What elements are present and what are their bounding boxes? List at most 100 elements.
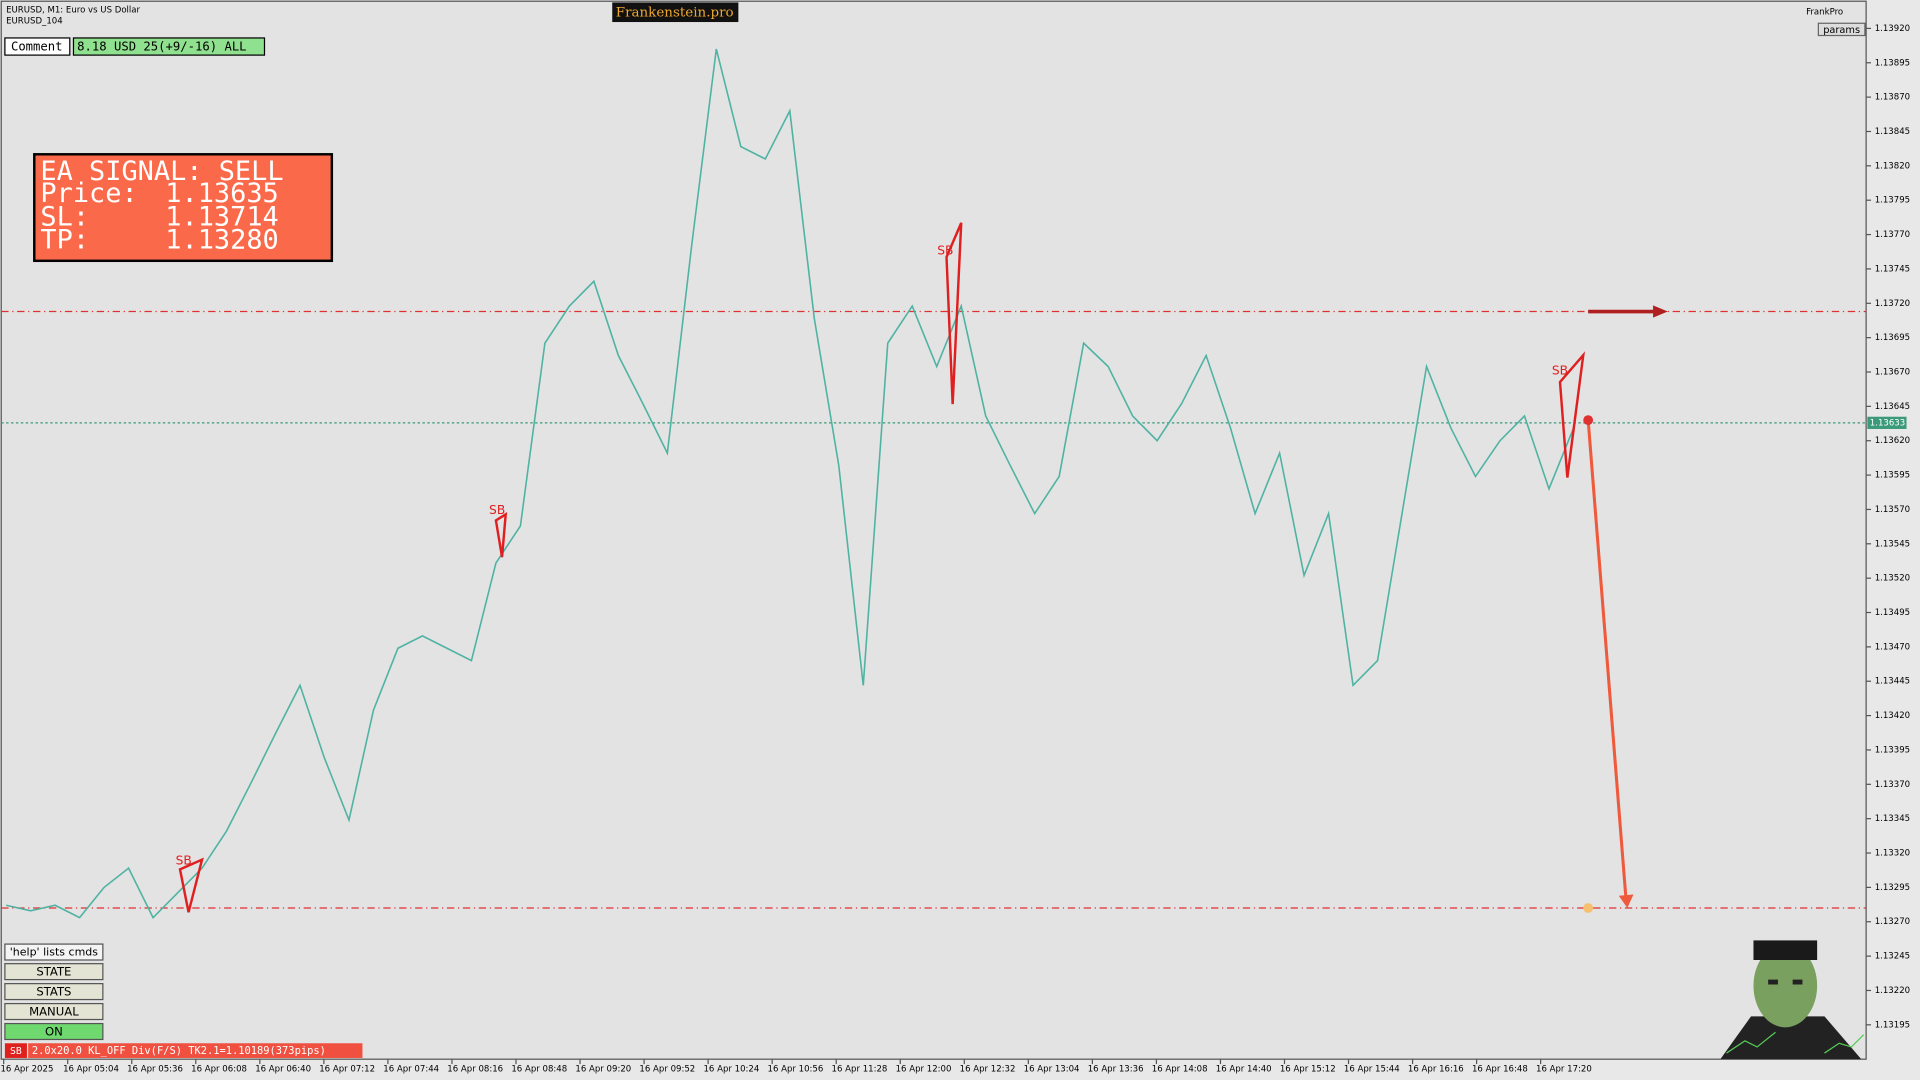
x-tick-label: 16 Apr 12:00 <box>896 1064 952 1074</box>
x-tick-label: 16 Apr 14:08 <box>1152 1064 1208 1074</box>
y-tick-label: 1.13245 <box>1875 952 1910 962</box>
tp-arrow-head <box>1618 894 1634 909</box>
tp-dot <box>1583 903 1594 913</box>
status-tag: SB <box>10 1046 22 1057</box>
x-tick-label: 16 Apr 07:44 <box>383 1064 439 1074</box>
y-tick-label: 1.13695 <box>1875 333 1910 343</box>
signal-sl: 1.13714 <box>165 201 278 232</box>
params-label[interactable]: params <box>1823 25 1860 36</box>
y-tick-label: 1.13420 <box>1875 711 1910 721</box>
button-label[interactable]: STATS <box>36 985 71 999</box>
y-tick-label: 1.13345 <box>1875 814 1910 824</box>
x-tick-label: 16 Apr 10:24 <box>703 1064 759 1074</box>
y-tick-label: 1.13220 <box>1875 986 1910 996</box>
y-tick-label: 1.13845 <box>1875 127 1910 137</box>
profile: FrankPro <box>1806 8 1843 18</box>
x-tick-label: 16 Apr 13:04 <box>1024 1064 1080 1074</box>
x-tick-label: 16 Apr 10:56 <box>768 1064 824 1074</box>
x-tick-label: 16 Apr 07:12 <box>319 1064 375 1074</box>
comment-box <box>4 37 71 56</box>
y-tick-label: 1.13920 <box>1875 24 1910 34</box>
portrait-eye <box>1768 979 1778 985</box>
y-tick-label: 1.13520 <box>1875 574 1910 584</box>
sb-shape <box>178 222 1586 913</box>
y-tick-label: 1.13295 <box>1875 883 1910 893</box>
button-label[interactable]: MANUAL <box>29 1005 79 1019</box>
tp-arrow <box>1586 419 1628 901</box>
x-tick-label: 16 Apr 13:36 <box>1088 1064 1144 1074</box>
portrait-deco <box>1824 1034 1865 1054</box>
portrait <box>1720 940 1865 1060</box>
button-label[interactable]: STATE <box>36 965 71 979</box>
x-tick-label: 16 Apr 08:16 <box>447 1064 503 1074</box>
y-tick-label: 1.13570 <box>1875 505 1910 515</box>
portrait-eye <box>1792 979 1803 985</box>
y-tick-label: 1.13670 <box>1875 368 1910 378</box>
y-tick-label: 1.13445 <box>1875 677 1910 687</box>
y-tick-label: 1.13820 <box>1875 161 1910 171</box>
x-tick-label: 16 Apr 08:48 <box>511 1064 567 1074</box>
bid-label-box <box>1867 416 1907 429</box>
x-tick-label: 16 Apr 09:20 <box>575 1064 631 1074</box>
y-tick-label: 1.13645 <box>1875 402 1910 412</box>
y-tick-label: 1.13470 <box>1875 642 1910 652</box>
y-tick-label: 1.13770 <box>1875 230 1910 240</box>
brand: Frankenstein.pro <box>616 5 734 20</box>
y-tick-label: 1.13895 <box>1875 58 1910 68</box>
x-tick-label: 16 Apr 12:32 <box>960 1064 1016 1074</box>
portrait-coat <box>1720 1016 1862 1060</box>
y-tick-label: 1.13395 <box>1875 745 1910 755</box>
y-tick-label: 1.13320 <box>1875 849 1910 859</box>
signal-heading: EA SIGNAL: SELL <box>40 156 283 187</box>
comment-value: 8.18 USD 25(+9/-16) ALL <box>77 40 246 54</box>
status-text: 2.0x20.0 KL_OFF Div(F/S) TK2.1=1.10189(3… <box>32 1045 326 1057</box>
x-tick-label: 16 Apr 06:08 <box>191 1064 247 1074</box>
y-tick-label: 1.13545 <box>1875 539 1910 549</box>
sb-marker: SB <box>489 503 505 517</box>
x-tick-label: 16 Apr 16:48 <box>1472 1064 1528 1074</box>
y-tick-label: 1.13595 <box>1875 471 1910 481</box>
account: EURUSD_104 <box>6 16 63 26</box>
help[interactable]: 'help' lists cmds <box>10 946 99 959</box>
portrait-hair <box>1753 940 1818 960</box>
y-tick-label: 1.13495 <box>1875 608 1910 618</box>
buttons: STATE STATS MANUAL ON <box>4 963 104 1041</box>
x-tick-label: 16 Apr 09:52 <box>639 1064 695 1074</box>
y-tick-label: 1.13370 <box>1875 780 1910 790</box>
entry-dot <box>1583 415 1594 426</box>
button[interactable] <box>4 983 104 1001</box>
button[interactable] <box>4 963 104 981</box>
comment-label: Comment <box>11 40 63 54</box>
x-tick-label: 16 Apr 14:40 <box>1216 1064 1272 1074</box>
signal-box <box>33 153 334 263</box>
button[interactable] <box>4 1022 104 1041</box>
x-tick-label: 16 Apr 15:44 <box>1344 1064 1400 1074</box>
y-tick-label: 1.13620 <box>1875 436 1910 446</box>
x-tick-label: 16 Apr 05:04 <box>63 1064 119 1074</box>
y-tick-label: 1.13195 <box>1875 1020 1910 1030</box>
signal-tp: 1.13280 <box>165 225 278 256</box>
x-tick-label: 16 Apr 05:36 <box>127 1064 183 1074</box>
x-tick-label: 16 Apr 15:12 <box>1280 1064 1336 1074</box>
help-box[interactable] <box>4 943 104 961</box>
bid-label: 1.13633 <box>1870 418 1905 428</box>
symbol: EURUSD, M1: Euro vs US Dollar <box>6 5 140 15</box>
y-tick-label: 1.13795 <box>1875 196 1910 206</box>
y-tick-label: 1.13870 <box>1875 93 1910 103</box>
x-tick-label: 16 Apr 06:40 <box>255 1064 311 1074</box>
params-button[interactable] <box>1817 22 1866 37</box>
portrait-face <box>1753 944 1818 1028</box>
sb-marker: SB <box>1552 364 1568 378</box>
y-tick-label: 1.13720 <box>1875 299 1910 309</box>
comment-value-box <box>72 37 266 56</box>
x-tick-label: 16 Apr 2025 <box>0 1064 53 1074</box>
signal-price: 1.13635 <box>165 178 278 209</box>
button[interactable] <box>4 1002 104 1021</box>
x-tick-label: 16 Apr 17:20 <box>1536 1064 1592 1074</box>
y-tick-label: 1.13745 <box>1875 264 1910 274</box>
signal-tp-label: TP: <box>40 225 89 256</box>
x-tick-label: 16 Apr 11:28 <box>832 1064 888 1074</box>
button-label[interactable]: ON <box>45 1025 63 1039</box>
